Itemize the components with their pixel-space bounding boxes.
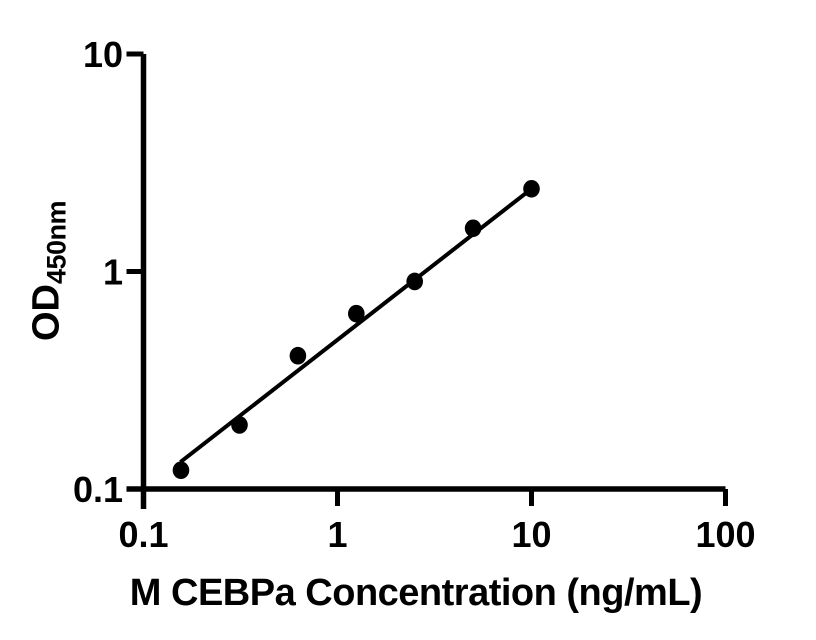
data-point [172,461,190,480]
x-axis-title: M CEBPa Concentration (ng/mL) [129,572,703,614]
y-tick-label: 0.1 [73,469,123,510]
x-tick-label: 0.1 [118,514,168,555]
x-tick-label: 10 [511,514,551,555]
x-tick-label: 1 [327,514,347,555]
data-point [231,416,248,434]
y-tick-label: 10 [83,34,123,75]
data-point [406,272,424,291]
y-axis-title: OD450nm [25,200,72,342]
data-point [464,219,482,238]
x-tick-label: 100 [695,514,755,555]
y-axis-title-subscript: 450nm [41,200,72,285]
data-point [348,304,365,323]
data-point [289,346,307,365]
y-tick-label: 1 [103,252,123,293]
data-point [523,180,540,198]
y-axis-title-main: OD [25,284,68,342]
